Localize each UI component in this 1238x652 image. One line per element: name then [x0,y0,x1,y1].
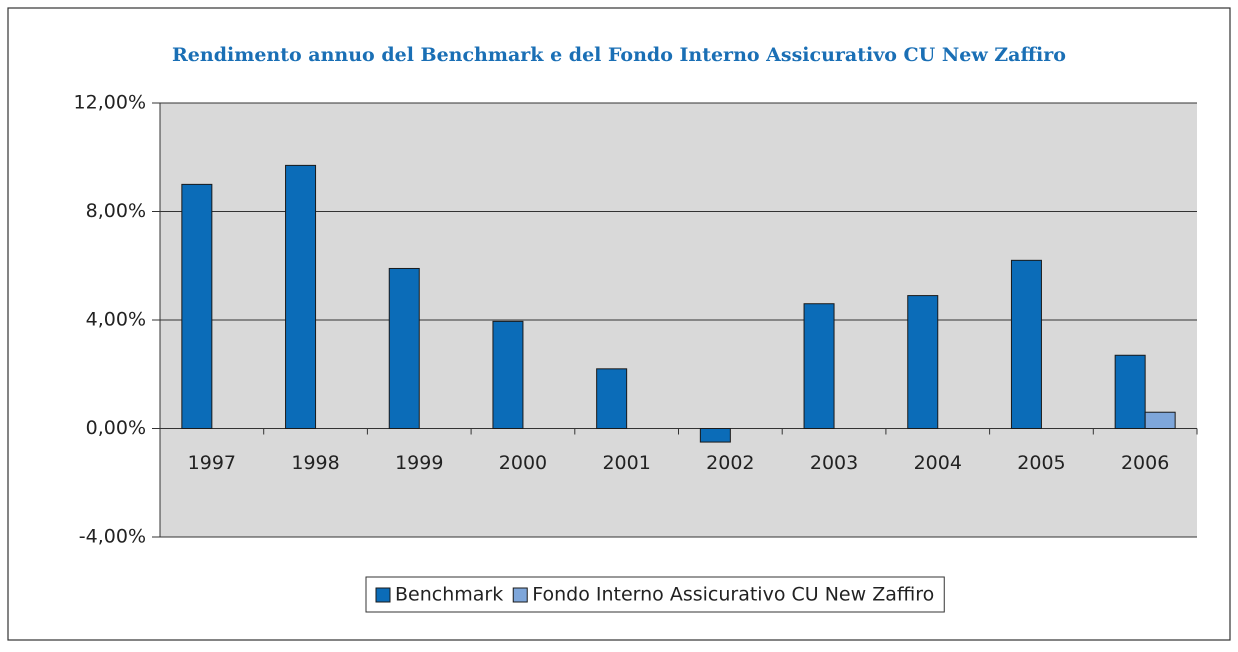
bar [803,303,835,430]
bar [492,320,524,430]
bar [285,164,317,429]
bar [907,295,939,429]
bar [596,368,628,430]
bar [1114,354,1146,430]
legend-swatch [375,587,391,603]
bar [181,183,213,429]
x-tick-label: 2005 [1017,452,1065,474]
y-tick-label: -4,00% [79,526,146,548]
bar [699,428,731,443]
y-tick-label: 12,00% [74,92,146,114]
legend-swatch [512,587,528,603]
x-tick-label: 1998 [291,452,339,474]
x-tick-label: 2003 [810,452,858,474]
legend-label: Benchmark [395,584,503,606]
chart-title: Rendimento annuo del Benchmark e del Fon… [172,44,1066,66]
y-tick-label: 8,00% [86,200,146,222]
legend-box [365,576,945,613]
bar [1144,411,1176,430]
x-tick-label: 1999 [395,452,443,474]
x-tick-label: 2000 [499,452,547,474]
x-tick-label: 2004 [914,452,962,474]
bar [1010,259,1042,430]
x-tick-label: 2002 [706,452,754,474]
bar [388,267,420,429]
y-tick-label: 0,00% [86,417,146,439]
x-tick-label: 2001 [602,452,650,474]
x-tick-label: 1997 [188,452,236,474]
y-tick-label: 4,00% [86,309,146,331]
x-tick-label: 2006 [1121,452,1169,474]
legend-label: Fondo Interno Assicurativo CU New Zaffir… [532,584,934,606]
